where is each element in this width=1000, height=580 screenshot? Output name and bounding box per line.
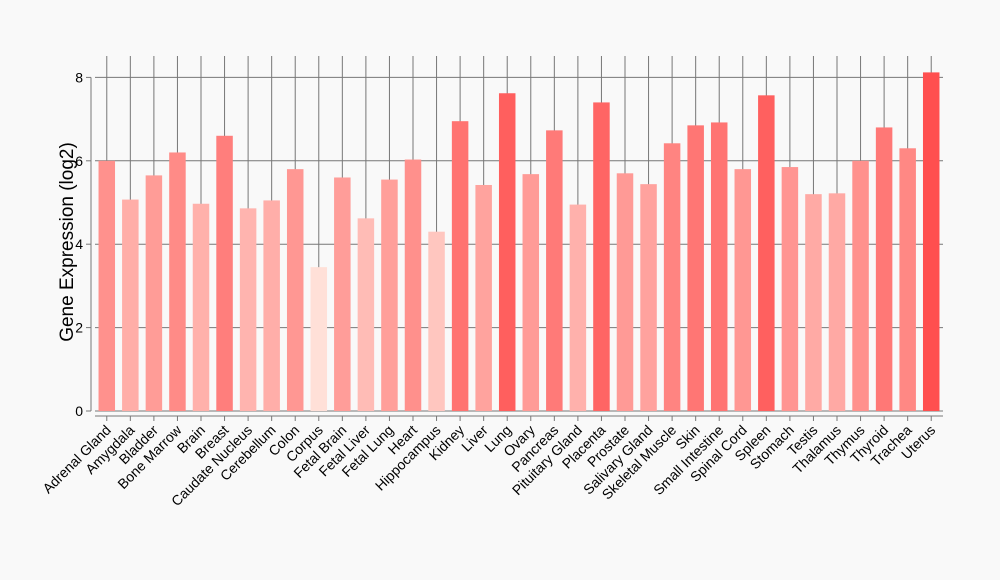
bar-colon: [286, 169, 304, 411]
bar-uterus: [922, 72, 940, 412]
bar-fetal-brain: [334, 177, 351, 411]
bar-bone-marrow: [169, 152, 186, 411]
bar-breast: [216, 135, 233, 411]
y-tick-label: 2: [75, 320, 83, 336]
bar-fetal-liver: [357, 218, 375, 411]
axis-layer: 0 2 4 6 8: [75, 69, 943, 421]
bar-small-intestine: [710, 122, 728, 411]
bar-heart: [404, 159, 422, 411]
bar-thalamus: [828, 193, 846, 411]
bar-kidney: [451, 121, 469, 411]
bar-pituitary-gland: [569, 204, 587, 411]
bar-spleen: [758, 95, 775, 412]
bar-cerebellum: [263, 200, 280, 411]
bar-skeletal-muscle: [663, 143, 681, 411]
bar-lung: [498, 93, 516, 411]
bar-fetal-lung: [381, 179, 398, 411]
bar-stomach: [781, 167, 799, 411]
bar-trachea: [899, 148, 916, 412]
y-axis-title: Gene Expression (log2): [57, 142, 78, 342]
y-tick-label: 4: [75, 236, 83, 252]
bar-brain: [192, 203, 210, 411]
bar-amygdala: [122, 199, 139, 411]
bar-salivary-gland: [640, 184, 657, 411]
bar-corpus: [310, 267, 328, 411]
bar-prostate: [616, 173, 634, 411]
bar-placenta: [593, 102, 610, 412]
bar-ovary: [522, 174, 540, 411]
bar-thyroid: [875, 127, 893, 411]
bar-testis: [805, 194, 822, 411]
bar-adrenal-gland: [98, 160, 116, 411]
bar-layer: [98, 72, 940, 412]
bar-hippocampus: [428, 231, 445, 411]
bar-spinal-cord: [734, 169, 752, 411]
y-tick-label: 8: [75, 69, 83, 85]
y-tick-label: 0: [75, 403, 83, 419]
bar-pancreas: [546, 130, 563, 411]
y-tick-label: 6: [75, 153, 83, 169]
bar-skin: [687, 125, 704, 411]
bar-liver: [475, 184, 492, 411]
bar-bladder: [145, 175, 163, 411]
bar-thymus: [852, 160, 869, 411]
bar-caudate-nucleus: [239, 208, 257, 411]
